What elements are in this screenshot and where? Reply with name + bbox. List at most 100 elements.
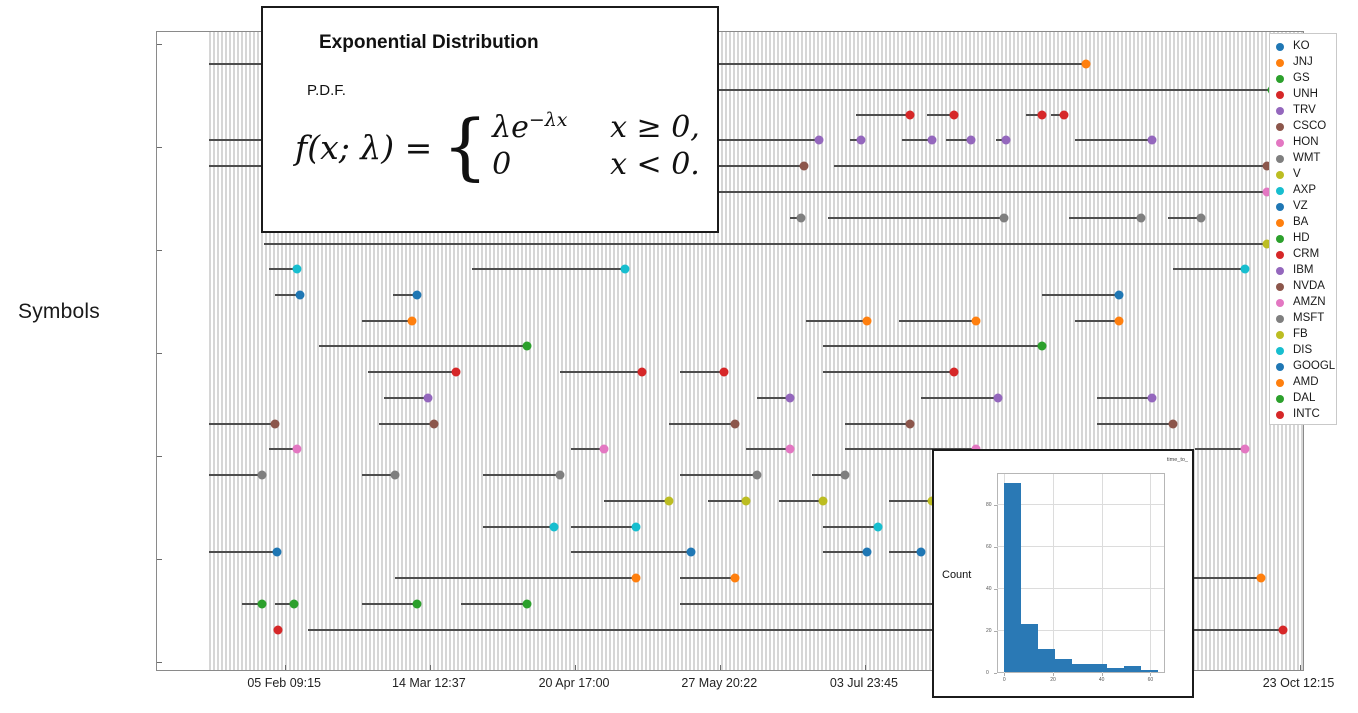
legend-item-intc[interactable]: INTC	[1276, 407, 1332, 423]
gantt-bar[interactable]	[209, 423, 275, 425]
gantt-bar[interactable]	[318, 345, 527, 347]
legend-item-dis[interactable]: DIS	[1276, 343, 1332, 359]
histogram-bar[interactable]	[1004, 483, 1022, 672]
gantt-endpoint-marker[interactable]	[289, 599, 299, 609]
gantt-endpoint-marker[interactable]	[549, 522, 559, 532]
gantt-bar[interactable]	[274, 603, 295, 605]
legend-item-ko[interactable]: KO	[1276, 39, 1332, 55]
legend-item-googl[interactable]: GOOGL	[1276, 359, 1335, 375]
gantt-bar[interactable]	[362, 474, 396, 476]
gantt-bar[interactable]	[669, 423, 736, 425]
gantt-endpoint-marker[interactable]	[966, 135, 976, 145]
gantt-endpoint-marker[interactable]	[862, 316, 872, 326]
legend-item-trv[interactable]: TRV	[1276, 103, 1332, 119]
gantt-endpoint-marker[interactable]	[949, 367, 959, 377]
gantt-endpoint-marker[interactable]	[412, 290, 422, 300]
gantt-endpoint-marker[interactable]	[637, 367, 647, 377]
gantt-endpoint-marker[interactable]	[1136, 213, 1146, 223]
gantt-endpoint-marker[interactable]	[1001, 135, 1011, 145]
gantt-bar[interactable]	[855, 114, 911, 116]
gantt-endpoint-marker[interactable]	[1240, 264, 1250, 274]
gantt-bar[interactable]	[362, 320, 412, 322]
gantt-endpoint-marker[interactable]	[429, 419, 439, 429]
gantt-endpoint-marker[interactable]	[1147, 393, 1157, 403]
legend-item-hd[interactable]: HD	[1276, 231, 1332, 247]
gantt-bar[interactable]	[850, 139, 862, 141]
gantt-endpoint-marker[interactable]	[840, 470, 850, 480]
legend-item-ba[interactable]: BA	[1276, 215, 1332, 231]
gantt-endpoint-marker[interactable]	[1262, 187, 1272, 197]
gantt-endpoint-marker[interactable]	[686, 547, 696, 557]
gantt-bar[interactable]	[603, 500, 670, 502]
gantt-bar[interactable]	[921, 397, 999, 399]
gantt-endpoint-marker[interactable]	[273, 625, 283, 635]
gantt-bar[interactable]	[269, 268, 297, 270]
legend-item-axp[interactable]: AXP	[1276, 183, 1332, 199]
gantt-bar[interactable]	[822, 551, 867, 553]
gantt-bar[interactable]	[1074, 320, 1119, 322]
gantt-endpoint-marker[interactable]	[272, 547, 282, 557]
gantt-bar[interactable]	[472, 268, 626, 270]
histogram-bar[interactable]	[1072, 663, 1090, 672]
legend-item-amd[interactable]: AMD	[1276, 375, 1332, 391]
gantt-endpoint-marker[interactable]	[1114, 290, 1124, 300]
gantt-bar[interactable]	[1195, 448, 1245, 450]
gantt-endpoint-marker[interactable]	[257, 470, 267, 480]
legend-item-csco[interactable]: CSCO	[1276, 119, 1332, 135]
gantt-bar[interactable]	[1096, 423, 1174, 425]
gantt-bar[interactable]	[1025, 114, 1042, 116]
gantt-bar[interactable]	[284, 89, 1273, 91]
gantt-endpoint-marker[interactable]	[752, 470, 762, 480]
gantt-bar[interactable]	[483, 526, 555, 528]
gantt-endpoint-marker[interactable]	[1168, 419, 1178, 429]
gantt-endpoint-marker[interactable]	[412, 599, 422, 609]
gantt-bar[interactable]	[844, 448, 977, 450]
gantt-bar[interactable]	[263, 243, 1267, 245]
gantt-endpoint-marker[interactable]	[1147, 135, 1157, 145]
gantt-endpoint-marker[interactable]	[631, 522, 641, 532]
gantt-endpoint-marker[interactable]	[873, 522, 883, 532]
legend[interactable]: KO JNJ GS UNH TRV CSCO HON WMT V AXP VZ BA HD CRM IBM N…	[1269, 33, 1337, 425]
gantt-bar[interactable]	[570, 526, 637, 528]
gantt-endpoint-marker[interactable]	[664, 496, 674, 506]
gantt-bar[interactable]	[559, 371, 642, 373]
gantt-endpoint-marker[interactable]	[856, 135, 866, 145]
legend-item-crm[interactable]: CRM	[1276, 247, 1332, 263]
gantt-bar[interactable]	[926, 114, 955, 116]
gantt-bar[interactable]	[209, 474, 262, 476]
gantt-endpoint-marker[interactable]	[916, 547, 926, 557]
gantt-bar[interactable]	[362, 603, 418, 605]
histogram-bar[interactable]	[1123, 665, 1141, 672]
gantt-bar[interactable]	[1173, 268, 1245, 270]
gantt-endpoint-marker[interactable]	[814, 135, 824, 145]
gantt-endpoint-marker[interactable]	[407, 316, 417, 326]
gantt-bar[interactable]	[1069, 217, 1141, 219]
histogram-bar[interactable]	[1106, 667, 1124, 672]
gantt-endpoint-marker[interactable]	[270, 419, 280, 429]
gantt-bar[interactable]	[822, 371, 955, 373]
legend-item-nvda[interactable]: NVDA	[1276, 279, 1332, 295]
histogram-bar[interactable]	[1089, 663, 1107, 672]
histogram-bar[interactable]	[1055, 659, 1073, 672]
gantt-endpoint-marker[interactable]	[971, 316, 981, 326]
gantt-bar[interactable]	[888, 500, 933, 502]
gantt-bar[interactable]	[680, 603, 977, 605]
gantt-endpoint-marker[interactable]	[292, 444, 302, 454]
gantt-endpoint-marker[interactable]	[730, 419, 740, 429]
gantt-endpoint-marker[interactable]	[730, 573, 740, 583]
gantt-bar[interactable]	[307, 629, 1284, 631]
gantt-endpoint-marker[interactable]	[796, 213, 806, 223]
gantt-endpoint-marker[interactable]	[451, 367, 461, 377]
gantt-endpoint-marker[interactable]	[390, 470, 400, 480]
gantt-bar[interactable]	[1074, 139, 1152, 141]
gantt-bar[interactable]	[822, 345, 1042, 347]
gantt-endpoint-marker[interactable]	[1256, 573, 1266, 583]
gantt-bar[interactable]	[461, 603, 527, 605]
legend-item-ibm[interactable]: IBM	[1276, 263, 1332, 279]
gantt-endpoint-marker[interactable]	[620, 264, 630, 274]
gantt-endpoint-marker[interactable]	[1196, 213, 1206, 223]
gantt-bar[interactable]	[899, 320, 977, 322]
gantt-bar[interactable]	[757, 397, 790, 399]
legend-item-msft[interactable]: MSFT	[1276, 311, 1332, 327]
gantt-endpoint-marker[interactable]	[927, 135, 937, 145]
